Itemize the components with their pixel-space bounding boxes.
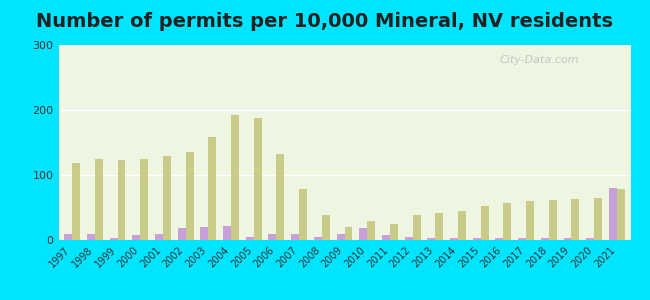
Bar [617,189,625,240]
Text: Number of permits per 10,000 Mineral, NV residents: Number of permits per 10,000 Mineral, NV… [36,12,614,31]
Bar [564,238,571,240]
Bar [299,189,307,240]
Bar [367,220,375,240]
Bar [322,215,330,240]
Bar [268,233,276,240]
Bar [186,152,194,240]
Bar [231,115,239,240]
Bar [450,238,458,240]
Bar [473,238,481,240]
Bar [405,237,413,240]
Bar [549,200,557,240]
Bar [344,227,352,240]
Bar [163,155,171,240]
Bar [413,215,421,240]
Bar [155,233,163,240]
Bar [586,238,594,240]
Bar [571,199,579,240]
Bar [72,163,80,240]
Bar [140,159,148,240]
Bar [427,238,436,240]
Bar [458,211,466,240]
Bar [254,118,262,240]
Bar [541,238,549,240]
Bar [503,203,512,240]
Bar [436,213,443,240]
Bar [64,233,72,240]
Bar [95,159,103,240]
Bar [526,201,534,240]
Bar [118,160,125,240]
Bar [246,237,254,240]
Bar [314,237,322,240]
Bar [276,154,284,240]
Bar [495,238,503,240]
Bar [382,235,390,240]
Bar [291,233,299,240]
Text: City-Data.com: City-Data.com [500,55,579,65]
Bar [609,188,617,240]
Bar [359,228,367,240]
Bar [200,227,208,240]
Bar [223,226,231,240]
Bar [337,233,344,240]
Bar [177,228,186,240]
Bar [208,137,216,240]
Bar [594,198,602,240]
Bar [518,238,526,240]
Bar [110,238,118,240]
Bar [481,206,489,240]
Bar [390,224,398,240]
Bar [87,233,95,240]
Bar [132,235,140,240]
